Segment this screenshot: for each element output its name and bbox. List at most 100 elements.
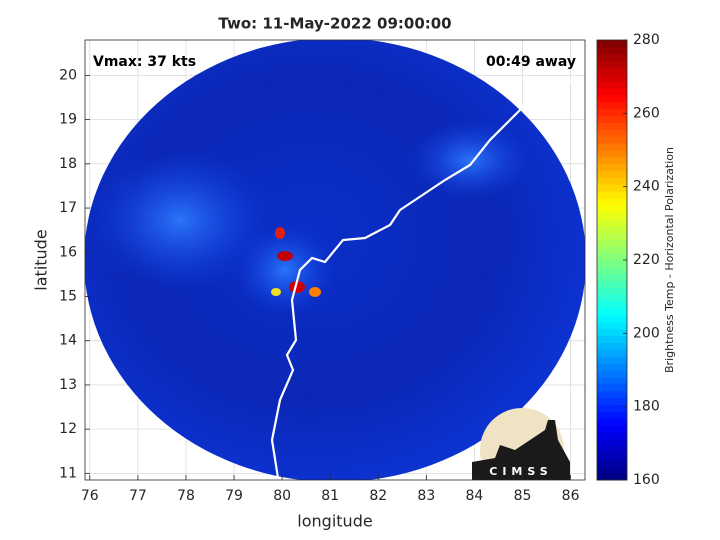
colorbar-cell [597,129,627,137]
y-tick-label: 19 [59,112,77,128]
colorbar-cell [597,404,627,412]
colorbar-cell [597,294,627,302]
colorbar-cell [597,418,627,426]
colorbar-cell [597,67,627,75]
y-tick-label: 12 [59,421,77,437]
colorbar-tick-label: 260 [633,105,660,121]
axes-box [84,39,586,481]
convection [289,281,305,293]
colorbar-cell [597,150,627,158]
colorbar-cell [597,218,627,227]
colorbar-cell [597,46,627,55]
colorbar-cell [597,438,627,447]
colorbar-cell [597,425,627,433]
chart-title: Two: 11-May-2022 09:00:00 [218,15,451,33]
y-tick-label: 14 [59,333,77,349]
colorbar-cell [597,74,627,82]
colorbar-cell [597,239,627,247]
y-tick-label: 17 [59,200,77,216]
colorbar-cell [597,376,627,385]
x-tick-label: 81 [321,488,339,504]
y-tick-label: 18 [59,156,77,172]
annotation: 00:49 away [486,54,576,70]
colorbar-cell [597,273,627,282]
x-tick-label: 80 [273,488,291,504]
colorbar-cell [597,349,627,357]
colorbar-cell [597,335,627,343]
x-tick-label: 83 [417,488,435,504]
colorbar-cell [597,328,627,337]
colorbar-tick-label: 280 [633,32,660,48]
convection [271,288,281,296]
colorbar-cell [597,315,627,323]
colorbar-cell [597,383,627,392]
colorbar-cell [597,232,627,240]
colorbar-cell [597,459,627,467]
y-tick-label: 15 [59,288,77,304]
cloud [90,150,270,290]
y-tick-label: 20 [59,67,77,83]
colorbar-cell [597,473,627,481]
logo: CIMSS [472,408,570,480]
colorbar-cell [597,156,627,165]
convection [309,287,321,297]
colorbar-cell [597,170,627,178]
x-tick-label: 79 [225,488,243,504]
colorbar-cell [597,452,627,460]
convection [275,227,285,239]
y-tick-label: 13 [59,377,77,393]
x-tick-label: 86 [562,488,580,504]
colorbar-cell [597,225,627,233]
colorbar-cell [597,363,627,371]
colorbar-tick-label: 180 [633,399,660,415]
colorbar-cell [597,198,627,206]
colorbar-cell [597,205,627,213]
colorbar-cell [597,397,627,405]
colorbar-cell [597,445,627,453]
colorbar-cell [597,287,627,295]
colorbar-label: Brightness Temp - Horizontal Polarizatio… [663,147,676,373]
colorbar-cell [597,88,627,96]
colorbar-tick-label: 160 [633,472,660,488]
coastline [270,76,585,479]
colorbar-cell [597,136,627,144]
colorbar-cell [597,411,627,419]
cloud [235,225,335,315]
y-tick-label: 16 [59,244,77,260]
colorbar-cell [597,431,627,440]
y-tick-label: 11 [59,465,77,481]
colorbar-cell [597,260,627,268]
colorbar-cell [597,301,627,309]
colorbar-cell [597,246,627,254]
colorbar-cell [597,370,627,378]
colorbar-cell [597,108,627,117]
y-axis-label: latitude [32,229,51,290]
colorbar-cell [597,81,627,89]
cloud [410,120,530,200]
colorbar-cell [597,40,627,48]
colorbar-cell [597,177,627,185]
annotation: Vmax: 37 kts [93,54,196,70]
colorbar-tick-label: 200 [633,325,660,341]
colorbar-cell [597,280,627,288]
colorbar-cell [597,466,627,474]
colorbar-cell [597,308,627,316]
colorbar-cell [597,211,627,220]
colorbar-cell [597,95,627,103]
colorbar-cell [597,115,627,123]
colorbar-cell [597,184,627,192]
colorbar-cell [597,356,627,364]
x-tick-label: 76 [81,488,99,504]
colorbar-cell [597,266,627,275]
convection [277,251,293,261]
colorbar-cell [597,163,627,172]
colorbar-cell [597,122,627,130]
colorbar-cell [597,101,627,110]
colorbar-cell [597,253,627,261]
x-tick-label: 77 [129,488,147,504]
colorbar-cell [597,342,627,350]
x-tick-label: 85 [514,488,532,504]
x-tick-label: 78 [177,488,195,504]
image-layer: CIMSS [85,40,585,480]
